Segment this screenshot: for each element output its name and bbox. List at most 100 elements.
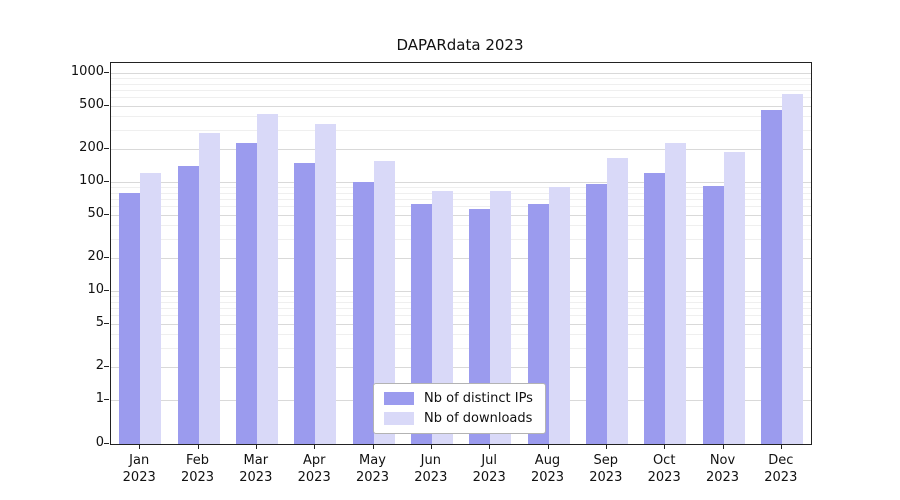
- bar-ips-sep: [585, 184, 607, 444]
- minor-gridline: [111, 116, 811, 118]
- bar-ips-nov: [702, 185, 724, 444]
- minor-gridline: [111, 192, 811, 194]
- bar-downloads-feb: [198, 133, 220, 444]
- x-tick-label: Apr 2023: [297, 453, 331, 485]
- major-gridline: [111, 214, 811, 216]
- chart-title: DAPARdata 2023: [396, 36, 524, 54]
- x-tick: [255, 444, 257, 449]
- major-gridline: [111, 323, 811, 325]
- legend-label: Nb of downloads: [424, 411, 533, 426]
- y-tick: [104, 366, 109, 368]
- y-tick: [104, 399, 109, 400]
- x-tick: [197, 444, 199, 449]
- x-tick: [780, 444, 782, 449]
- y-tick: [104, 213, 109, 215]
- y-tick-label: 1: [95, 391, 104, 406]
- y-tick-label: 10: [87, 282, 104, 297]
- bar-ips-mar: [235, 142, 257, 444]
- bar-ips-may: [352, 182, 374, 444]
- bar-ips-dec: [760, 109, 782, 444]
- bar-downloads-may: [373, 161, 395, 444]
- major-gridline: [111, 149, 811, 151]
- major-gridline: [111, 291, 811, 292]
- minor-gridline: [111, 130, 811, 131]
- minor-gridline: [111, 301, 811, 303]
- x-tick: [605, 444, 607, 449]
- minor-gridline: [111, 187, 811, 188]
- x-tick: [664, 444, 666, 449]
- minor-gridline: [111, 307, 811, 309]
- major-gridline: [111, 105, 811, 107]
- minor-gridline: [111, 239, 811, 240]
- minor-gridline: [111, 198, 811, 200]
- minor-gridline: [111, 97, 811, 99]
- plot-area: Nb of distinct IPs Nb of downloads: [110, 62, 812, 445]
- x-tick: [722, 444, 724, 449]
- x-tick-label: Oct 2023: [647, 453, 681, 485]
- minor-gridline: [111, 89, 811, 91]
- bar-downloads-jul: [490, 191, 512, 444]
- x-tick-label: Nov 2023: [705, 453, 740, 485]
- y-tick: [104, 148, 109, 150]
- x-tick: [139, 444, 141, 449]
- bar-ips-jan: [119, 192, 141, 444]
- y-tick-label: 500: [79, 96, 104, 112]
- y-tick-label: 50: [87, 205, 104, 221]
- minor-gridline: [111, 83, 811, 85]
- major-gridline: [111, 367, 811, 369]
- y-tick: [104, 72, 109, 73]
- bar-downloads-jan: [140, 173, 162, 444]
- x-tick: [314, 444, 316, 449]
- legend-entry: Nb of downloads: [384, 411, 533, 426]
- bar-downloads-sep: [606, 158, 628, 444]
- x-tick: [372, 444, 374, 449]
- minor-gridline: [111, 315, 811, 317]
- legend-swatch-downloads: [384, 412, 414, 425]
- x-tick-label: Jun 2023: [414, 453, 448, 485]
- x-tick-label: Feb 2023: [180, 453, 215, 485]
- x-tick-label: Jul 2023: [472, 453, 506, 485]
- x-tick: [547, 444, 549, 449]
- legend-entry: Nb of distinct IPs: [384, 391, 533, 406]
- bar-downloads-nov: [723, 151, 745, 444]
- bar-ips-oct: [644, 173, 666, 444]
- minor-gridline: [111, 334, 811, 336]
- bar-downloads-aug: [548, 187, 570, 444]
- y-tick-label: 200: [79, 140, 104, 156]
- minor-gridline: [111, 206, 811, 208]
- bar-ips-feb: [177, 166, 199, 444]
- minor-gridline: [111, 296, 811, 297]
- x-tick-label: Dec 2023: [764, 453, 798, 485]
- y-tick: [104, 104, 109, 106]
- x-tick-label: Aug 2023: [530, 453, 565, 485]
- x-tick: [430, 444, 432, 449]
- y-tick-label: 20: [87, 249, 104, 265]
- y-tick: [104, 322, 109, 324]
- y-tick-label: 100: [79, 173, 104, 188]
- major-gridline: [111, 258, 811, 260]
- y-tick-label: 0: [95, 435, 104, 450]
- y-tick-label: 1000: [70, 64, 104, 79]
- bar-ips-apr: [294, 162, 316, 444]
- legend: Nb of distinct IPs Nb of downloads: [373, 383, 546, 434]
- bar-downloads-mar: [256, 114, 278, 444]
- bar-downloads-jun: [431, 190, 453, 444]
- bar-downloads-apr: [315, 124, 337, 444]
- x-tick-label: May 2023: [355, 453, 390, 485]
- legend-swatch-ips: [384, 392, 414, 405]
- legend-label: Nb of distinct IPs: [424, 391, 533, 406]
- x-tick-label: Mar 2023: [239, 453, 273, 485]
- minor-gridline: [111, 225, 811, 227]
- minor-gridline: [111, 348, 811, 349]
- bar-downloads-dec: [781, 94, 803, 444]
- y-tick: [104, 290, 109, 291]
- x-tick-label: Sep 2023: [589, 453, 623, 485]
- minor-gridline: [111, 78, 811, 79]
- major-gridline: [111, 73, 811, 74]
- y-tick: [104, 443, 109, 444]
- x-tick-label: Jan 2023: [122, 453, 156, 485]
- y-tick-label: 5: [95, 314, 104, 330]
- x-tick: [489, 444, 491, 449]
- major-gridline: [111, 182, 811, 183]
